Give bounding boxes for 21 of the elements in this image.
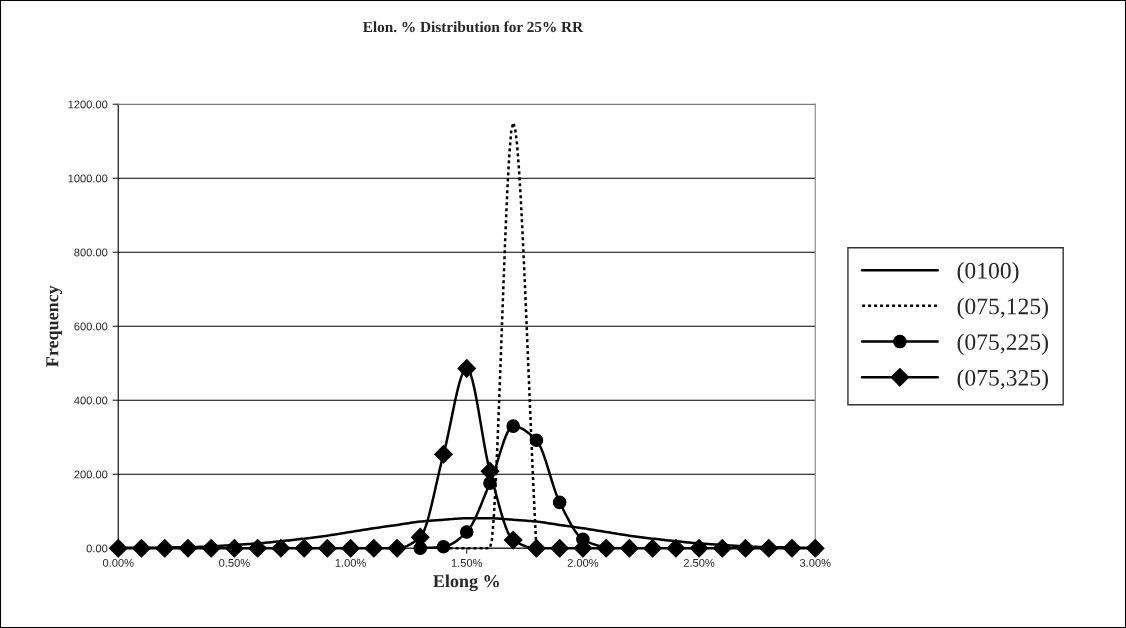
x-tick-label: 0.00%: [102, 558, 134, 567]
x-tick-label: 0.50%: [219, 558, 250, 567]
x-tick-label: 2.00%: [567, 558, 599, 567]
y-tick-label: 800.00: [74, 248, 108, 257]
legend-label: (075,125): [957, 297, 1048, 320]
y-axis-title: Frequency: [46, 285, 63, 367]
y-tick-label: 1000.00: [68, 174, 108, 183]
y-tick-label: 400.00: [74, 396, 108, 405]
x-axis-title: Elong %: [433, 574, 499, 592]
y-tick-label: 200.00: [74, 470, 108, 479]
legend-label: (075,225): [957, 333, 1048, 355]
legend-label: (075,325): [957, 369, 1048, 391]
y-tick-label: 600.00: [74, 322, 108, 331]
y-tick-label: 0.00: [86, 544, 108, 553]
chart-title: Elon. % Distribution for 25% RR: [362, 21, 584, 33]
x-tick-label: 1.50%: [451, 558, 483, 567]
x-tick-label: 3.00%: [799, 558, 831, 567]
y-tick-label: 1200.00: [68, 100, 108, 109]
x-tick-label: 1.00%: [335, 558, 366, 567]
x-tick-label: 2.50%: [683, 558, 715, 567]
legend-label: (0100): [957, 262, 1019, 284]
